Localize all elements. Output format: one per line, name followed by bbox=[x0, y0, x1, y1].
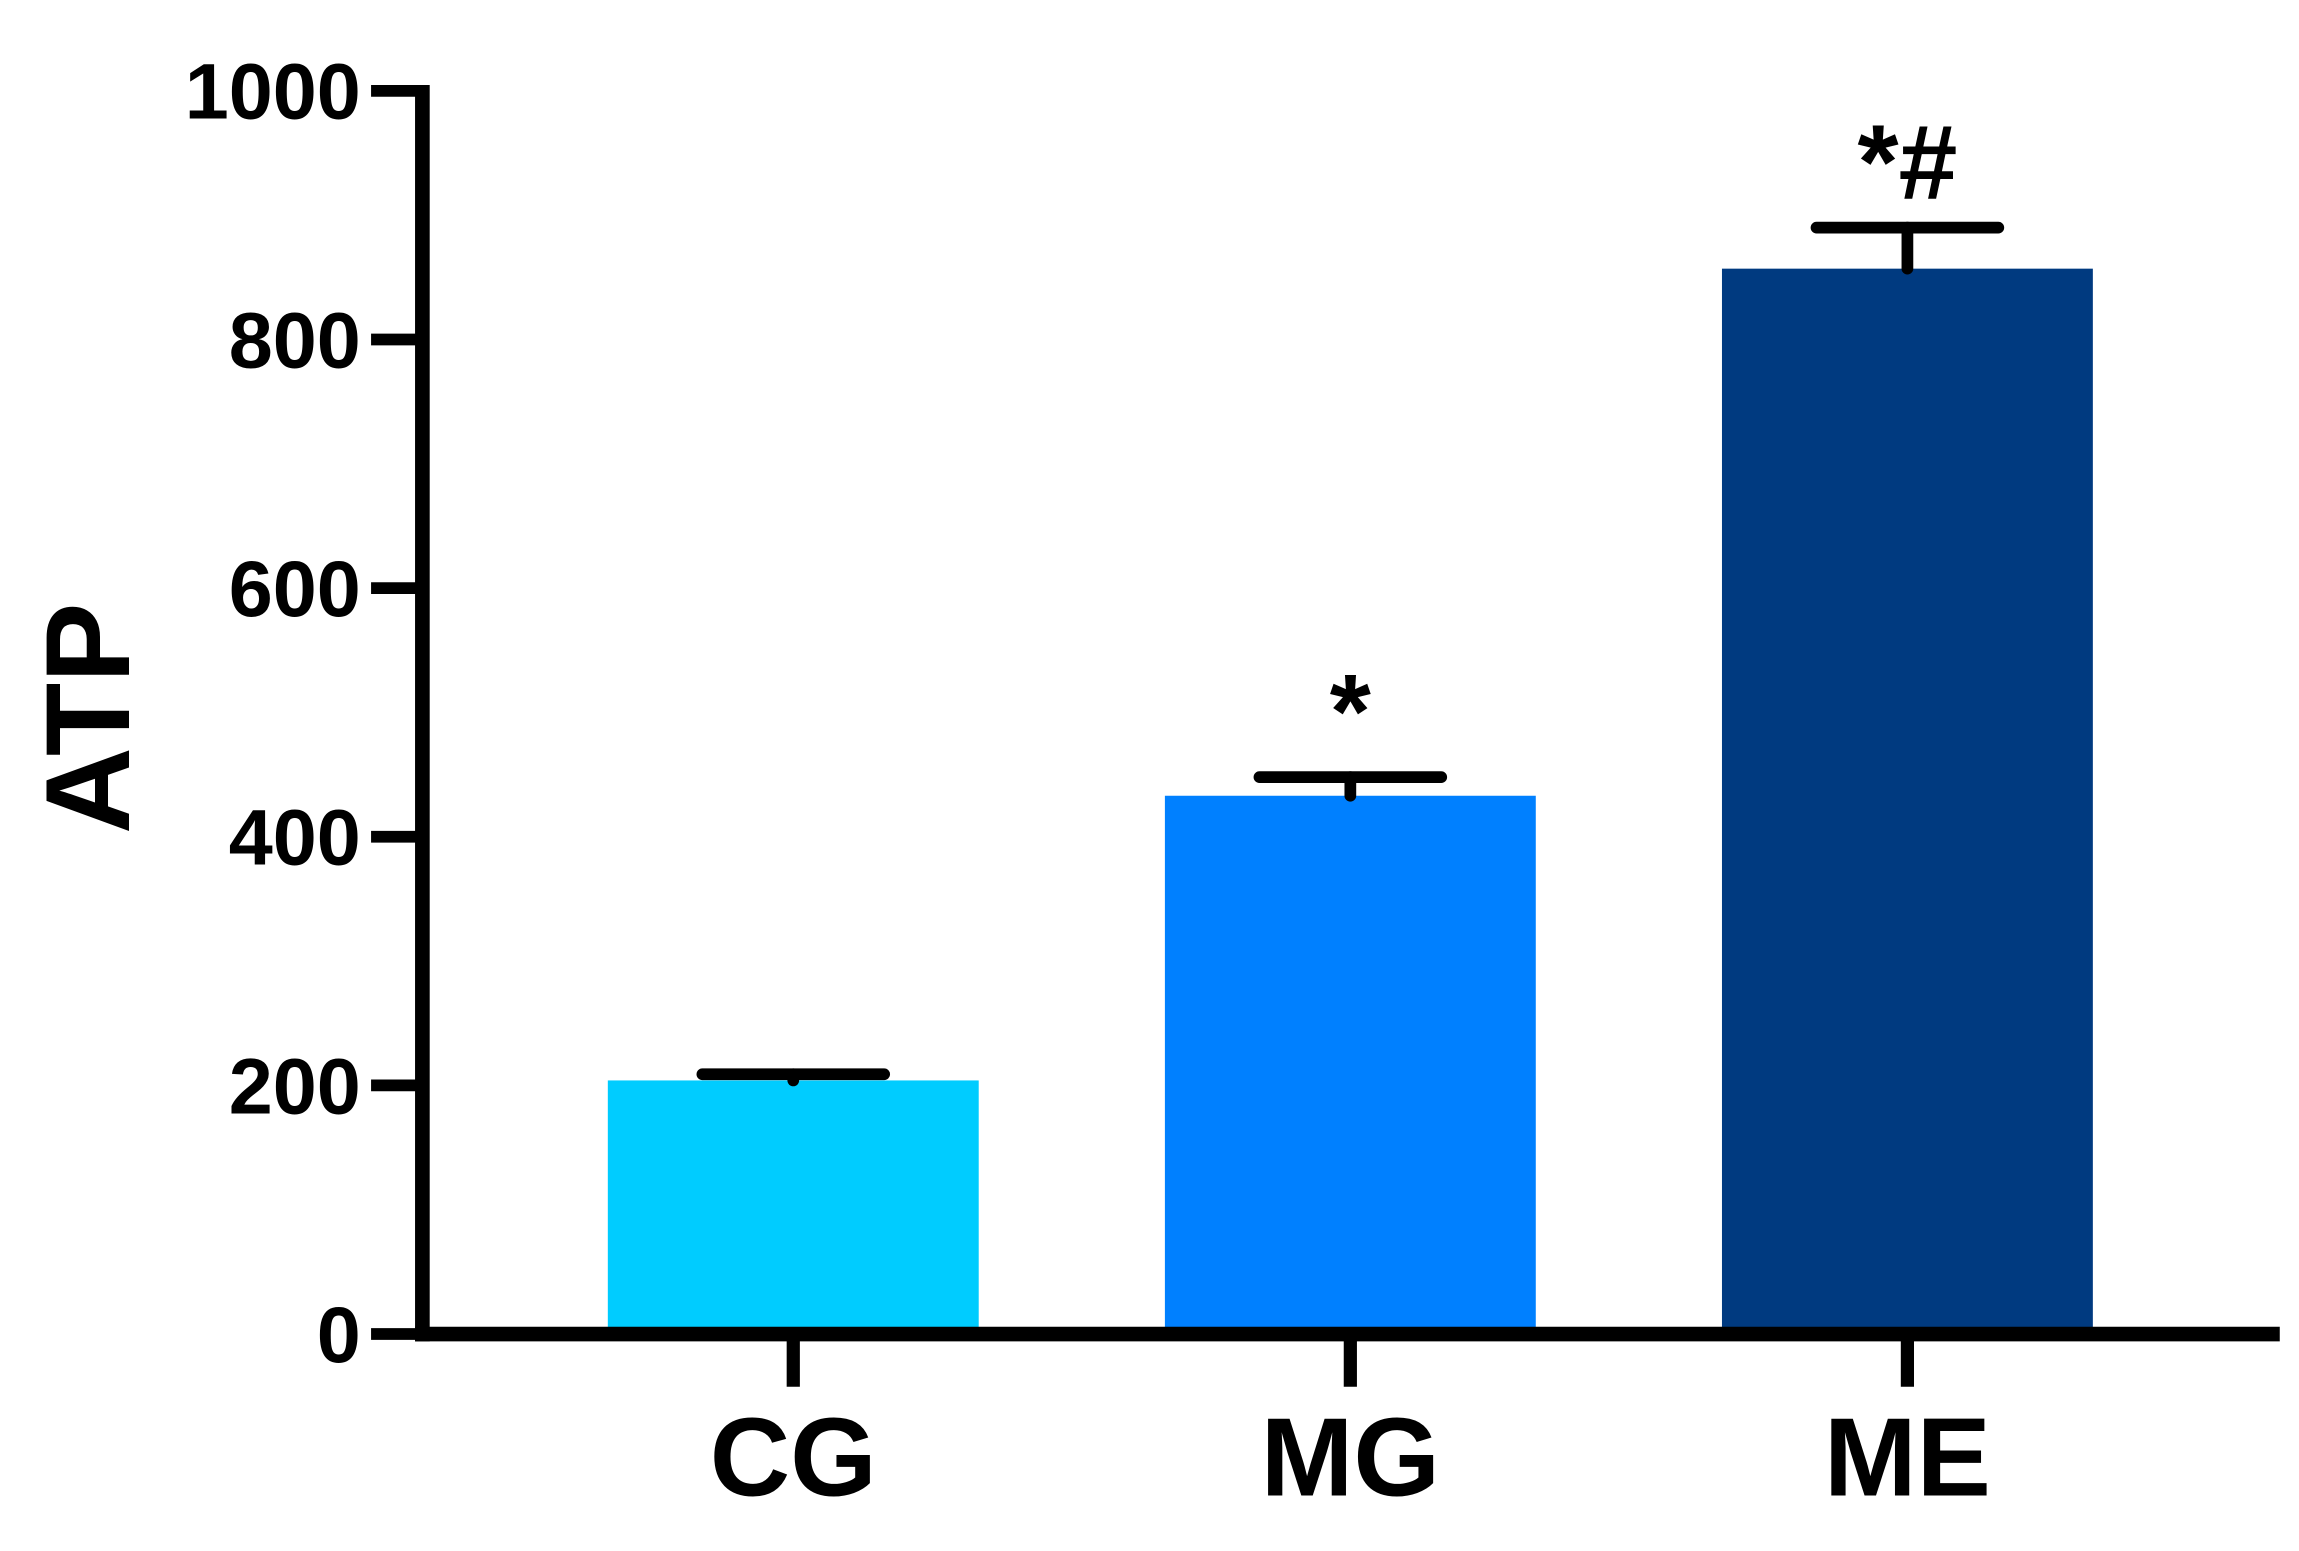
error-bar bbox=[1253, 771, 1448, 802]
x-tick-label: CG bbox=[710, 1394, 877, 1519]
x-tick-label: ME bbox=[1824, 1394, 1991, 1519]
y-tick-label: 800 bbox=[229, 295, 361, 384]
significance-mark: * bbox=[1330, 653, 1371, 771]
bar bbox=[1164, 795, 1536, 1335]
bar bbox=[1721, 268, 2093, 1335]
bar bbox=[607, 1080, 979, 1335]
x-tick-label: MG bbox=[1261, 1394, 1440, 1519]
significance-mark: *# bbox=[1858, 103, 1958, 221]
y-tick-label: 0 bbox=[317, 1290, 361, 1379]
y-tick-label: 200 bbox=[229, 1041, 361, 1130]
y-tick-label: 1000 bbox=[185, 47, 361, 136]
error-bar bbox=[1810, 221, 2005, 275]
y-tick-label: 400 bbox=[229, 793, 361, 882]
y-axis-label: ATP bbox=[21, 603, 155, 834]
error-bar bbox=[696, 1068, 891, 1087]
y-tick-label: 600 bbox=[229, 544, 361, 633]
